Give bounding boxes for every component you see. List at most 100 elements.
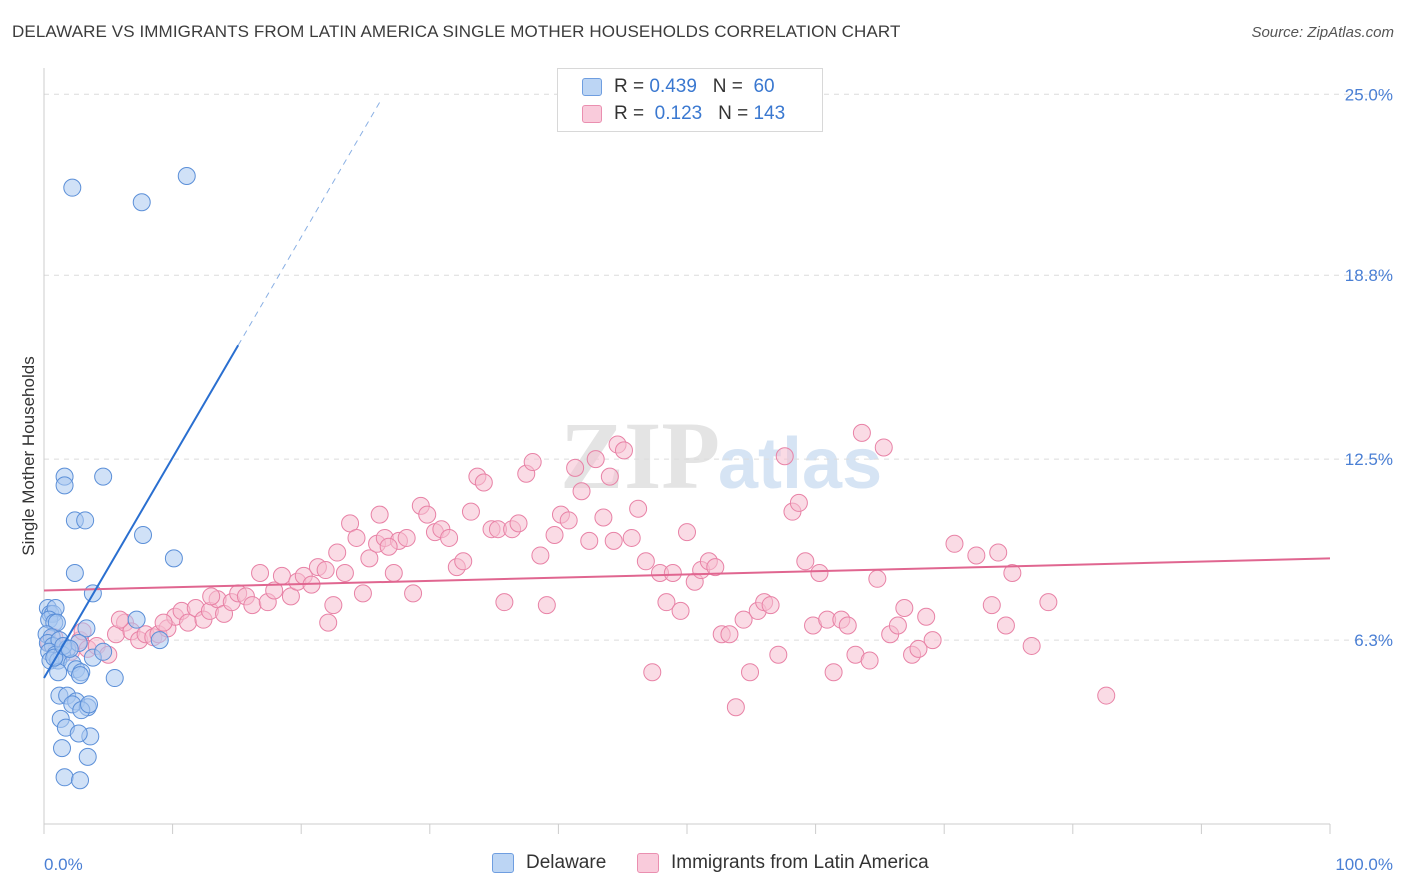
immigrants-point	[852, 423, 871, 442]
legend-n-label: N =	[712, 76, 743, 97]
series-legend: Delaware Immigrants from Latin America	[0, 852, 1406, 878]
legend-swatch-immigrants	[637, 853, 659, 873]
legend-item-delaware[interactable]: Delaware	[492, 852, 606, 874]
immigrants-point	[202, 587, 221, 606]
legend-swatch-immigrants	[582, 105, 602, 123]
watermark: ZIP atlas	[560, 402, 882, 509]
delaware-point	[105, 669, 124, 688]
immigrants-point	[629, 499, 648, 518]
immigrants-point	[657, 593, 676, 612]
immigrants-point	[397, 528, 416, 547]
immigrants-point	[789, 493, 808, 512]
immigrants-point	[243, 596, 262, 615]
immigrants-point	[523, 453, 542, 472]
immigrants-point	[810, 563, 829, 582]
legend-swatch-delaware	[582, 78, 602, 96]
immigrants-point	[531, 546, 550, 565]
x-tick-label: 100.0%	[1335, 855, 1393, 874]
immigrants-point	[545, 526, 564, 545]
immigrants-point	[775, 447, 794, 466]
immigrants-point	[353, 584, 372, 603]
delaware-point	[94, 467, 113, 486]
immigrants-point	[895, 599, 914, 617]
legend-label-delaware: Delaware	[526, 852, 607, 873]
legend-r-value: 0.439	[649, 76, 697, 97]
delaware-point	[127, 610, 146, 629]
immigrants-point	[272, 566, 291, 585]
gridlines	[44, 93, 1392, 641]
immigrants-point	[1039, 593, 1058, 612]
immigrants-point	[636, 552, 655, 571]
delaware-point	[177, 167, 196, 185]
delaware-point	[69, 724, 88, 743]
delaware-point	[77, 619, 96, 638]
source-label: Source: ZipAtlas.com	[1251, 24, 1394, 41]
y-tick-label: 6.3%	[1354, 631, 1393, 650]
immigrants-point	[868, 569, 887, 588]
series-immigrants-points	[40, 423, 1116, 717]
delaware-point	[76, 511, 95, 530]
immigrants-point	[663, 563, 682, 582]
legend-row-delaware: R = 0.439 N = 60	[582, 75, 775, 99]
immigrants-point	[989, 543, 1008, 562]
immigrants-point	[154, 613, 173, 632]
immigrants-point	[1003, 563, 1022, 582]
legend-r-label: R =	[614, 103, 645, 124]
series-delaware-points	[37, 167, 196, 790]
immigrants-point	[769, 645, 788, 664]
immigrants-point	[316, 561, 335, 580]
immigrants-point	[328, 543, 347, 562]
immigrants-point	[996, 616, 1015, 635]
y-tick-label: 12.5%	[1345, 450, 1393, 469]
immigrants-point	[559, 511, 578, 530]
legend-item-immigrants[interactable]: Immigrants from Latin America	[637, 852, 929, 874]
immigrants-point	[838, 616, 857, 635]
immigrants-point	[537, 596, 556, 615]
immigrants-point	[923, 631, 942, 650]
immigrants-point	[594, 508, 613, 527]
immigrants-point	[509, 514, 528, 533]
legend-r-label: R =	[614, 76, 645, 97]
immigrants-point	[440, 528, 459, 547]
immigrants-point	[347, 528, 366, 547]
y-tick-labels: 6.3% 12.5% 18.8% 25.0%	[1345, 85, 1393, 650]
delaware-point	[164, 549, 183, 568]
immigrants-point	[370, 505, 389, 524]
immigrants-point	[622, 528, 641, 547]
legend-row-immigrants: R = 0.123 N = 143	[582, 102, 785, 126]
delaware-point	[71, 666, 90, 685]
x-tick-marks	[43, 824, 1331, 834]
delaware-point	[65, 563, 84, 582]
immigrants-point	[614, 441, 633, 460]
chart-title: DELAWARE VS IMMIGRANTS FROM LATIN AMERIC…	[12, 22, 901, 41]
delaware-trend-extension	[237, 99, 382, 346]
delaware-point	[71, 771, 90, 790]
immigrants-point	[110, 610, 129, 629]
immigrants-point	[917, 607, 936, 626]
immigrants-point	[586, 450, 605, 469]
immigrants-point	[741, 663, 760, 682]
delaware-point	[80, 695, 99, 714]
x-tick-labels: 0.0% 100.0%	[44, 855, 1393, 874]
x-tick-label: 0.0%	[44, 855, 83, 874]
y-tick-label: 18.8%	[1345, 266, 1393, 285]
immigrants-point	[874, 438, 893, 457]
immigrants-point	[678, 523, 696, 542]
delaware-point	[55, 476, 74, 495]
immigrants-point	[404, 584, 423, 603]
immigrants-point	[461, 502, 480, 521]
delaware-point	[63, 178, 82, 197]
immigrants-point	[1097, 686, 1116, 705]
delaware-trend-line	[43, 344, 240, 679]
delaware-point	[94, 642, 113, 661]
immigrants-point	[761, 596, 780, 615]
immigrants-point	[671, 601, 690, 620]
immigrants-point	[720, 625, 739, 644]
immigrants-point	[495, 593, 514, 612]
immigrants-point	[796, 552, 815, 571]
y-axis-label: Single Mother Households	[19, 356, 38, 555]
legend-n-value: 60	[753, 76, 775, 97]
delaware-point	[132, 193, 151, 212]
delaware-point	[134, 526, 153, 545]
